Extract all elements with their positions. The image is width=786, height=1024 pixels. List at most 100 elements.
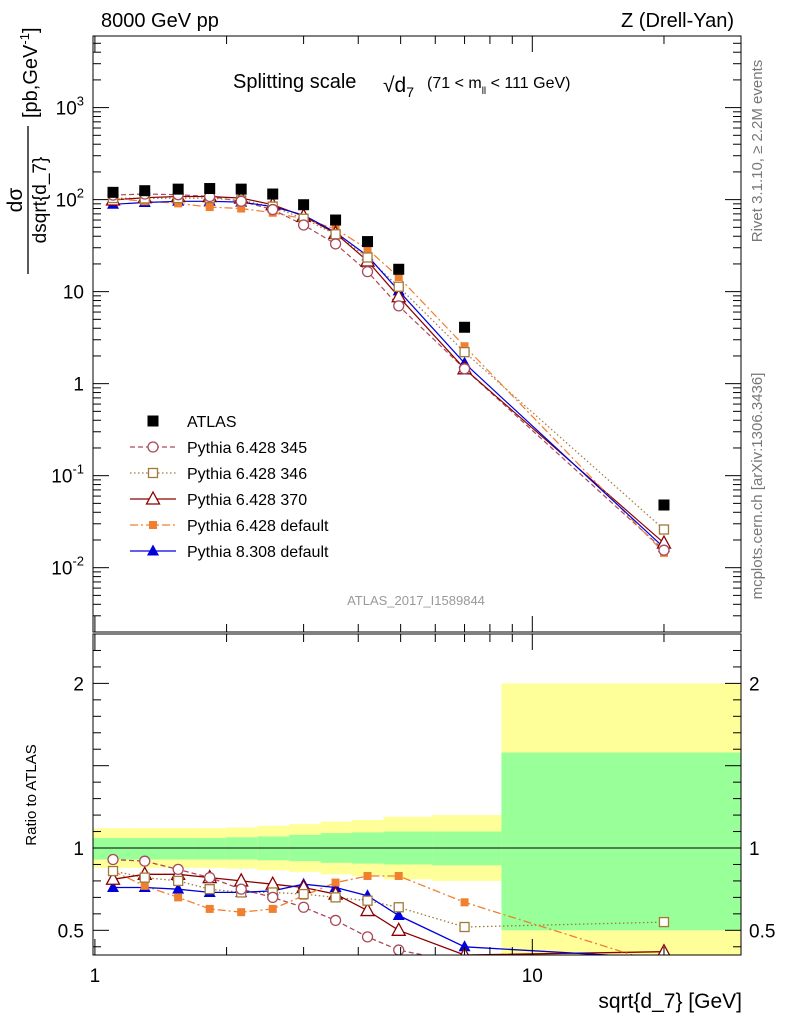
ratio-line-p370 [112, 873, 665, 955]
ratio-y-tick-label-right: 1 [749, 839, 760, 860]
y-label-units-sup: -1 [17, 33, 32, 45]
uncertainty-band-inner [129, 838, 162, 860]
main-y-tick-label-base: 10 [56, 191, 77, 212]
data-point-p345 [235, 195, 247, 207]
ratio-point-p345 [297, 901, 310, 913]
ratio-point-p6def [394, 871, 403, 880]
ratio-point-p6def [205, 904, 214, 913]
ratio-y-tick-label-left: 0.5 [58, 921, 84, 942]
data-point-p346 [658, 524, 670, 535]
ratio-point-p345 [267, 891, 279, 904]
data-point-atlas [658, 499, 670, 511]
legend-marker-p8def [147, 544, 159, 556]
ratio-point-p6def [363, 871, 372, 880]
ratio-point-p8def [107, 881, 120, 893]
ratio-point-p8def [392, 908, 405, 920]
ratio-panel: 0.5 0.5 1 1 2 2 1 10 Ratio to ATLAS sqrt{d_7} [… [23, 633, 776, 1013]
data-point-p345 [658, 544, 670, 556]
ratio-point-p345 [361, 931, 374, 943]
data-point-p345 [297, 219, 310, 231]
main-y-tick-label-exp: -1 [72, 462, 84, 477]
data-point-p345 [329, 238, 342, 250]
legend: ATLAS Pythia 6.428 345 Pythia 6.428 346 Pyt… [130, 414, 329, 561]
legend-marker-atlas [147, 415, 159, 427]
ratio-tick-labels: 0.5 0.5 1 1 2 2 1 10 [58, 674, 776, 987]
plot-title-range-text: (71 < m [427, 75, 482, 92]
data-point-p346 [393, 281, 404, 292]
ratio-point-p6def [140, 881, 149, 890]
ratio-y-tick-label-left: 1 [73, 839, 84, 860]
ratio-point-p346 [459, 921, 470, 933]
ratio-point-p8def [458, 940, 471, 952]
ratio-point-p345 [139, 855, 151, 867]
uncertainty-band-inner [93, 838, 130, 860]
data-point-atlas [172, 183, 184, 195]
data-point-p345 [267, 203, 279, 216]
legend-marker-p370 [145, 490, 161, 505]
data-point-atlas [362, 236, 374, 248]
data-point-p6def [394, 273, 403, 282]
main-y-tick-label: 10 [63, 283, 84, 304]
plot-title-symbol: √d7 [383, 74, 414, 100]
data-point-p6def [237, 204, 246, 213]
y-label-denominator: dsqrt{d_7} [30, 157, 51, 244]
data-point-p6def [460, 342, 469, 351]
data-point-p6def [174, 199, 183, 208]
main-y-tick-label: 10-2 [51, 554, 84, 580]
ratio-point-p346 [204, 884, 215, 895]
ratio-point-p370 [105, 870, 121, 885]
ratio-point-p346 [330, 892, 341, 903]
ratio-point-p6def [237, 908, 246, 917]
ratio-point-p370 [391, 921, 407, 936]
data-point-atlas [235, 183, 247, 195]
uncertainty-band-inner [193, 838, 226, 860]
analysis-watermark: ATLAS_2017_I1589844 [347, 593, 485, 608]
legend-label-p8def: Pythia 8.308 default [187, 544, 329, 561]
ratio-point-p346 [173, 875, 184, 887]
x-axis-label: sqrt{d_7} [GeV] [598, 990, 742, 1013]
main-y-tick-label-base: 10 [51, 559, 72, 580]
legend-label-p370: Pythia 6.428 370 [187, 492, 307, 509]
ratio-series [105, 853, 671, 968]
main-y-tick-label-base: 1 [73, 375, 84, 396]
data-point-p6def [205, 203, 214, 212]
legend-label-p6def: Pythia 6.428 default [187, 518, 329, 535]
uncertainty-band-inner [161, 838, 194, 860]
ratio-y-tick-label-right: 2 [749, 674, 760, 695]
plot-title-sqrt-d: √d [383, 74, 406, 97]
ratio-point-p345 [659, 958, 669, 968]
data-point-p345 [393, 300, 405, 312]
plot-title-range-sub: ll [482, 86, 486, 97]
plot-title-range-end: < 111 GeV) [486, 75, 570, 92]
data-point-p6def [363, 245, 372, 254]
plot-title: Splitting scale [233, 71, 356, 93]
ratio-point-p346 [139, 872, 150, 883]
main-y-tick-label: 102 [56, 186, 84, 212]
ratio-line-p8def [113, 883, 619, 955]
data-point-atlas [298, 199, 310, 211]
plot-title-sub: 7 [406, 84, 414, 100]
legend-marker-p345 [147, 441, 159, 453]
main-y-tick-label: 103 [56, 94, 84, 120]
main-y-tick-label: 10-1 [51, 462, 84, 488]
y-label-units: [pb,GeV-1] [17, 27, 42, 118]
legend-marker-p6def [149, 521, 157, 529]
ratio-point-p346 [362, 895, 373, 906]
ratio-point-p346 [107, 865, 119, 877]
ratio-point-p6def [174, 893, 183, 902]
ratio-point-p345 [235, 883, 247, 895]
header-left: 8000 GeV pp [101, 10, 219, 32]
main-y-tick-label-exp: 3 [77, 94, 84, 109]
data-point-atlas [267, 188, 279, 200]
y-label-units-text: [pb,GeV [20, 44, 42, 118]
data-point-p345 [458, 363, 471, 375]
main-y-tick-label-base: 10 [56, 99, 77, 120]
ratio-point-p345 [107, 853, 119, 866]
data-point-p346 [362, 252, 373, 263]
main-y-axis-label: dσ dsqrt{d_7} [pb,GeV-1] [4, 27, 51, 274]
plot-title-range: (71 < mll < 111 GeV) [427, 75, 570, 97]
ratio-point-p6def [268, 904, 277, 913]
